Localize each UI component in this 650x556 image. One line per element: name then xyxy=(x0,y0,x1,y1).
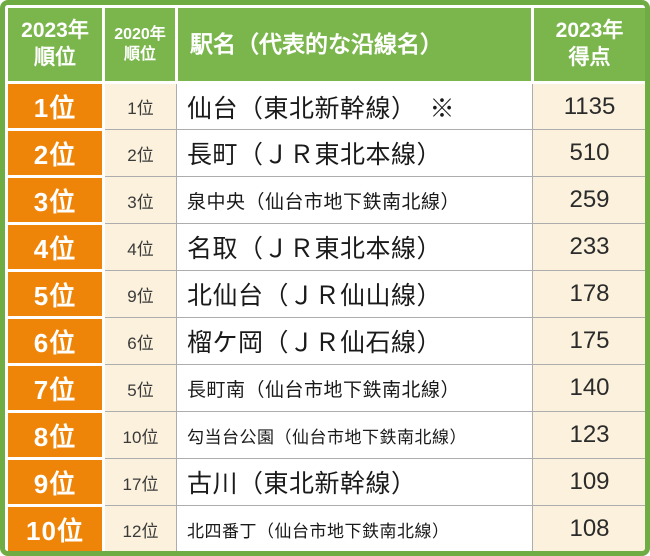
header-rank-2020: 2020年 順位 xyxy=(102,5,178,84)
header-rank-2023-line1: 2023年 xyxy=(21,19,89,43)
score-cell: 259 xyxy=(532,176,645,224)
rank-2023-cell: 8位 xyxy=(5,410,105,460)
score-cell: 233 xyxy=(532,223,645,271)
station-cell: 名取（ＪＲ東北本線） xyxy=(176,223,533,271)
ranking-table: 2023年 順位 2020年 順位 駅名（代表的な沿線名） 2023年 得点 1… xyxy=(5,5,645,551)
rank-2020-cell: 4位 xyxy=(103,223,177,271)
rank-2020-cell: 12位 xyxy=(103,505,177,551)
score-cell: 1135 xyxy=(532,82,645,130)
rank-2023-cell: 4位 xyxy=(5,222,105,272)
score-cell: 123 xyxy=(532,411,645,459)
rank-2020-cell: 2位 xyxy=(103,129,177,177)
score-cell: 108 xyxy=(532,505,645,551)
rank-2020-cell: 1位 xyxy=(103,82,177,130)
station-cell: 榴ケ岡（ＪＲ仙石線） xyxy=(176,317,533,365)
header-station: 駅名（代表的な沿線名） xyxy=(175,5,534,84)
table-row: 9位 17位 古川（東北新幹線） 109 xyxy=(5,457,645,507)
station-cell: 北四番丁（仙台市地下鉄南北線） xyxy=(176,505,533,551)
station-cell: 仙台（東北新幹線） ※ xyxy=(176,82,533,130)
header-rank-2020-line1: 2020年 xyxy=(114,25,166,43)
table-row: 7位 5位 長町南（仙台市地下鉄南北線） 140 xyxy=(5,363,645,413)
header-score-2023: 2023年 得点 xyxy=(531,5,645,84)
rank-2023-cell: 9位 xyxy=(5,457,105,507)
rank-2023-cell: 6位 xyxy=(5,316,105,366)
rank-2020-cell: 17位 xyxy=(103,458,177,506)
rank-2020-cell: 9位 xyxy=(103,270,177,318)
header-rank-2023: 2023年 順位 xyxy=(5,5,105,84)
table-row: 6位 6位 榴ケ岡（ＪＲ仙石線） 175 xyxy=(5,316,645,366)
station-cell: 勾当台公園（仙台市地下鉄南北線） xyxy=(176,411,533,459)
rank-2023-cell: 10位 xyxy=(5,504,105,551)
rank-2023-cell: 1位 xyxy=(5,81,105,131)
score-cell: 510 xyxy=(532,129,645,177)
station-cell: 北仙台（ＪＲ仙山線） xyxy=(176,270,533,318)
table-row: 2位 2位 長町（ＪＲ東北本線） 510 xyxy=(5,128,645,178)
table-row: 4位 4位 名取（ＪＲ東北本線） 233 xyxy=(5,222,645,272)
header-rank-2023-line2: 順位 xyxy=(34,45,76,69)
station-cell: 泉中央（仙台市地下鉄南北線） xyxy=(176,176,533,224)
table-row: 10位 12位 北四番丁（仙台市地下鉄南北線） 108 xyxy=(5,504,645,551)
rank-2023-cell: 2位 xyxy=(5,128,105,178)
table-row: 8位 10位 勾当台公園（仙台市地下鉄南北線） 123 xyxy=(5,410,645,460)
rank-2020-cell: 5位 xyxy=(103,364,177,412)
station-cell: 長町（ＪＲ東北本線） xyxy=(176,129,533,177)
station-cell: 長町南（仙台市地下鉄南北線） xyxy=(176,364,533,412)
header-rank-2020-line2: 順位 xyxy=(123,45,156,63)
rank-2023-cell: 7位 xyxy=(5,363,105,413)
header-score-2023-line2: 得点 xyxy=(568,45,611,69)
rank-2020-cell: 10位 xyxy=(103,411,177,459)
station-cell: 古川（東北新幹線） xyxy=(176,458,533,506)
rank-2023-cell: 3位 xyxy=(5,175,105,225)
table-row: 3位 3位 泉中央（仙台市地下鉄南北線） 259 xyxy=(5,175,645,225)
score-cell: 140 xyxy=(532,364,645,412)
score-cell: 178 xyxy=(532,270,645,318)
score-cell: 175 xyxy=(532,317,645,365)
rank-2020-cell: 3位 xyxy=(103,176,177,224)
rank-2023-cell: 5位 xyxy=(5,269,105,319)
score-cell: 109 xyxy=(532,458,645,506)
rank-2020-cell: 6位 xyxy=(103,317,177,365)
header-score-2023-line1: 2023年 xyxy=(555,19,624,43)
header-row: 2023年 順位 2020年 順位 駅名（代表的な沿線名） 2023年 得点 xyxy=(5,5,645,84)
table-row: 5位 9位 北仙台（ＪＲ仙山線） 178 xyxy=(5,269,645,319)
table-row: 1位 1位 仙台（東北新幹線） ※ 1135 xyxy=(5,81,645,131)
